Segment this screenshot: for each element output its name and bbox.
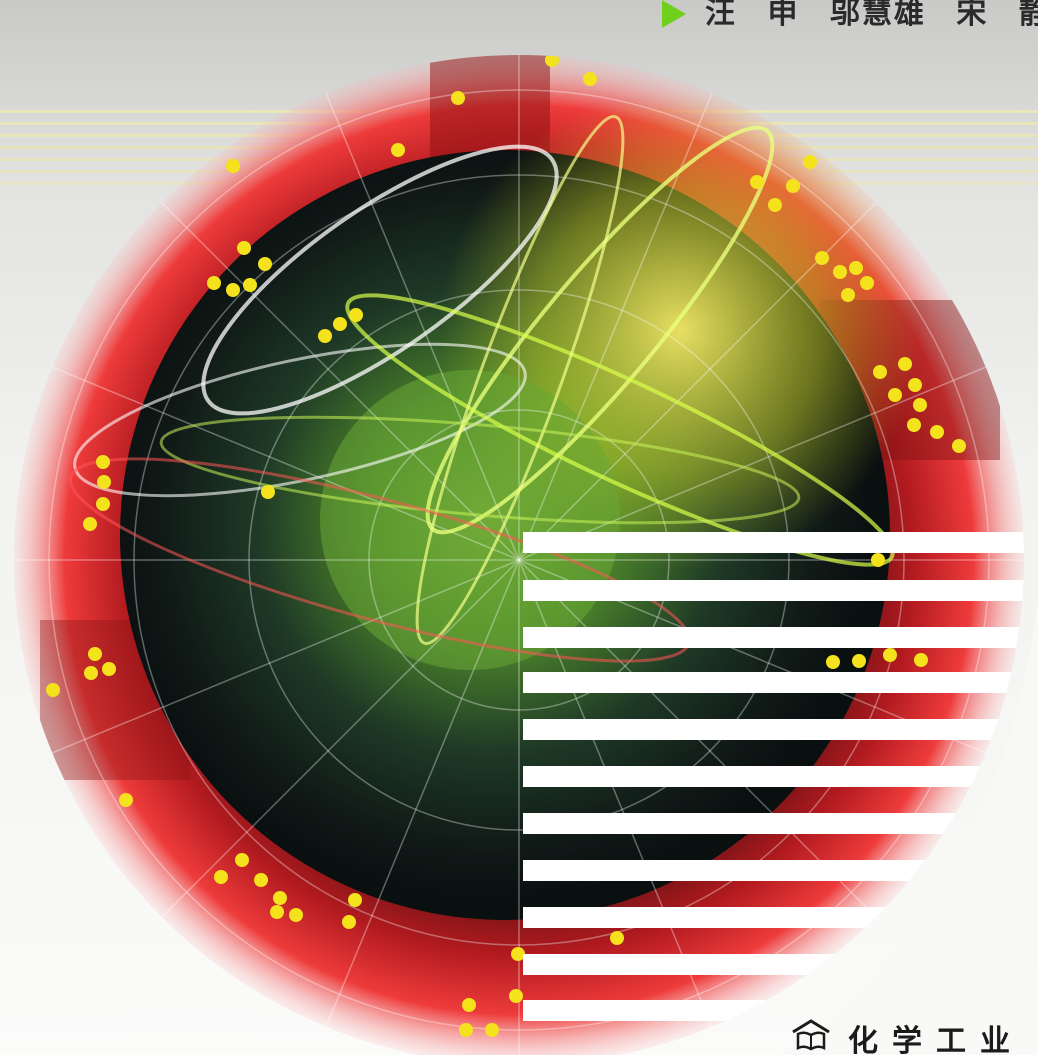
author-2: 申: [767, 0, 800, 31]
publisher-mark: 化学工业: [790, 1014, 1038, 1055]
white-stripes: [523, 532, 1024, 1021]
yellow-dots: [46, 55, 966, 1037]
author-marker-icon: [662, 0, 686, 28]
publisher-name: 化学工业: [848, 1024, 1024, 1055]
light-trails: [69, 115, 895, 663]
author-1: 汪: [705, 0, 737, 31]
author-3: 邬慧雄: [829, 0, 926, 31]
book-house-icon: [792, 1019, 830, 1051]
author-4: 宋: [956, 0, 989, 31]
author-5: 静: [1018, 0, 1038, 31]
author-line: 汪 申 邬慧雄 宋 静 尹: [705, 0, 1038, 32]
